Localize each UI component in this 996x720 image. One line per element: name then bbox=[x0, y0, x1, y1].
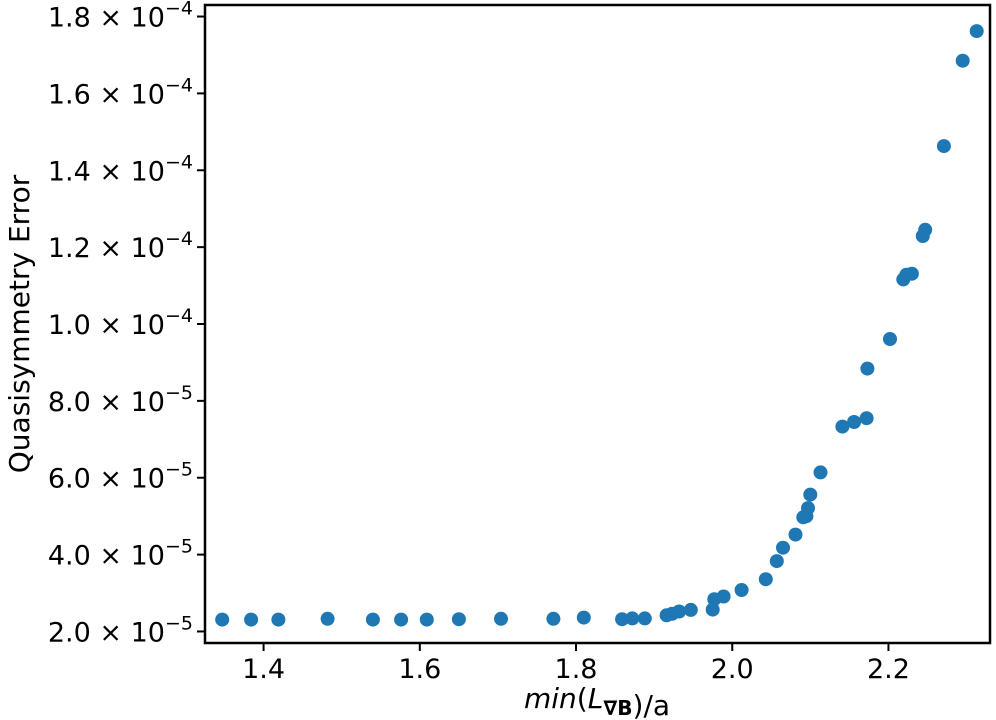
data-point bbox=[271, 612, 286, 627]
data-point bbox=[860, 361, 875, 376]
data-point bbox=[546, 611, 561, 626]
data-point bbox=[244, 612, 259, 627]
data-points bbox=[215, 24, 984, 627]
data-point bbox=[625, 611, 640, 626]
data-point bbox=[734, 583, 749, 597]
data-point bbox=[637, 611, 652, 626]
x-tick-label: 1.8 bbox=[555, 654, 598, 685]
data-point bbox=[615, 612, 630, 627]
x-tick-label: 2.2 bbox=[867, 654, 910, 685]
y-tick-label: 4.0 × 10−5 bbox=[48, 536, 193, 572]
data-point bbox=[705, 602, 720, 617]
data-point bbox=[683, 602, 698, 617]
y-tick-label: 1.0 × 10−4 bbox=[48, 305, 193, 341]
data-point bbox=[672, 604, 687, 619]
y-axis-ticks: 2.0 × 10−5 4.0 × 10−5 6.0 × 10−5 8.0 × 10−5… bbox=[48, 0, 205, 648]
data-point bbox=[859, 411, 874, 426]
data-point bbox=[320, 611, 335, 626]
data-point bbox=[769, 554, 784, 569]
data-point bbox=[365, 612, 380, 627]
y-tick-label: 1.2 × 10−4 bbox=[48, 228, 193, 264]
y-tick-label: 6.0 × 10−5 bbox=[48, 459, 193, 495]
data-point bbox=[419, 612, 434, 627]
data-point bbox=[918, 222, 933, 237]
data-point bbox=[936, 139, 951, 154]
x-tick-label: 2.0 bbox=[711, 654, 754, 685]
data-point bbox=[803, 487, 818, 502]
data-point bbox=[451, 612, 466, 627]
data-point bbox=[215, 612, 230, 627]
y-tick-label: 8.0 × 10−5 bbox=[48, 382, 193, 418]
y-axis-label: Quasisymmetry Error bbox=[3, 174, 36, 473]
y-tick-label: 1.6 × 10−4 bbox=[48, 74, 193, 110]
y-tick-label: 1.4 × 10−4 bbox=[48, 151, 193, 187]
data-point bbox=[904, 266, 919, 281]
data-point bbox=[801, 501, 815, 516]
y-tick-label: 2.0 × 10−5 bbox=[48, 612, 193, 648]
data-point bbox=[788, 527, 803, 542]
data-point bbox=[494, 611, 508, 626]
y-tick-label: 1.8 × 10−4 bbox=[48, 0, 193, 34]
data-point bbox=[969, 24, 984, 39]
data-point bbox=[716, 589, 731, 604]
data-point bbox=[883, 332, 897, 346]
data-point bbox=[813, 465, 828, 480]
x-axis-label: min(L∇B)/a bbox=[524, 682, 670, 720]
data-point bbox=[394, 612, 409, 627]
data-point bbox=[835, 419, 850, 434]
data-point bbox=[758, 572, 773, 587]
data-point bbox=[847, 415, 862, 429]
x-tick-label: 1.6 bbox=[398, 654, 441, 685]
x-tick-label: 1.4 bbox=[242, 654, 285, 685]
data-point bbox=[955, 53, 970, 68]
plot-frame bbox=[203, 3, 992, 645]
data-point bbox=[776, 540, 790, 555]
data-point bbox=[576, 610, 591, 625]
x-axis-ticks: 1.4 1.6 1.8 2.0 2.2 bbox=[242, 643, 910, 685]
